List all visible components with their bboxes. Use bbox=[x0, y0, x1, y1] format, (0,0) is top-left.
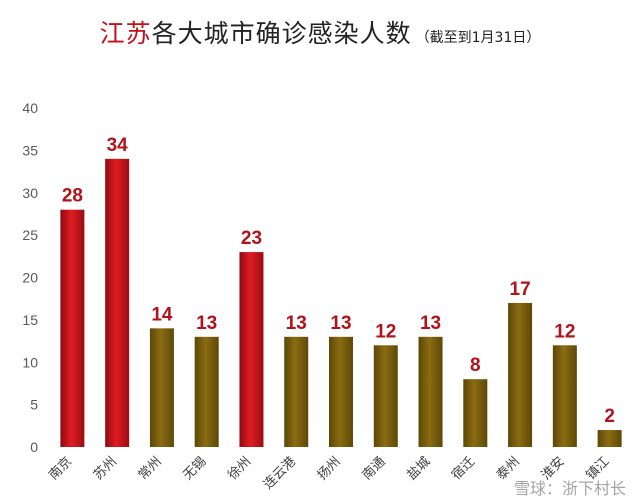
y-tick-label: 30 bbox=[22, 185, 38, 201]
title-main: 各大城市确诊感染人数 bbox=[151, 19, 412, 48]
data-label: 2 bbox=[604, 406, 615, 427]
y-tick-label: 5 bbox=[30, 397, 38, 413]
x-tick-label: 宿迁 bbox=[448, 454, 478, 484]
x-tick-label: 扬州 bbox=[315, 454, 344, 483]
bar bbox=[552, 345, 577, 447]
bars-group bbox=[60, 158, 622, 447]
x-tick-label: 盐城 bbox=[404, 454, 433, 483]
data-label: 14 bbox=[151, 304, 173, 325]
y-tick-label: 25 bbox=[22, 227, 38, 243]
y-tick-label: 40 bbox=[22, 100, 38, 116]
x-tick-label: 南通 bbox=[359, 454, 389, 484]
data-label: 13 bbox=[330, 313, 351, 334]
x-tick-label: 南京 bbox=[46, 454, 76, 484]
bar bbox=[418, 336, 443, 447]
title-subtitle: （截至到1月31日） bbox=[415, 30, 541, 46]
y-tick-label: 20 bbox=[22, 270, 38, 286]
data-label: 8 bbox=[470, 355, 481, 376]
data-label: 23 bbox=[241, 228, 262, 249]
data-label: 28 bbox=[62, 186, 83, 207]
bar bbox=[239, 252, 264, 447]
x-tick-label: 常州 bbox=[136, 454, 165, 483]
bar bbox=[194, 336, 219, 447]
data-label: 13 bbox=[420, 313, 441, 334]
value-labels: 28 34 14 13 23 13 13 12 13 8 17 12 2 bbox=[62, 135, 615, 427]
y-tick-label: 15 bbox=[22, 312, 38, 328]
bar bbox=[60, 209, 85, 447]
data-label: 34 bbox=[107, 135, 129, 156]
x-tick-label: 连云港 bbox=[260, 454, 299, 493]
bar bbox=[284, 336, 309, 447]
bar bbox=[149, 328, 174, 447]
bar bbox=[597, 430, 622, 447]
data-label: 12 bbox=[554, 321, 575, 342]
x-tick-label: 苏州 bbox=[90, 454, 120, 484]
bar bbox=[508, 302, 533, 447]
watermark: 雪球：浙下村长 bbox=[513, 479, 626, 498]
bar bbox=[463, 379, 488, 447]
data-label: 12 bbox=[375, 321, 396, 342]
bar bbox=[105, 158, 130, 447]
y-tick-label: 0 bbox=[30, 439, 38, 455]
bar bbox=[329, 336, 353, 447]
y-tick-label: 10 bbox=[22, 354, 38, 370]
chart-title: 江苏各大城市确诊感染人数 （截至到1月31日） bbox=[0, 14, 640, 50]
data-label: 13 bbox=[196, 313, 217, 334]
bar bbox=[373, 345, 398, 447]
data-label: 13 bbox=[286, 313, 307, 334]
x-tick-label: 徐州 bbox=[225, 454, 254, 483]
x-tick-label: 无锡 bbox=[181, 454, 210, 483]
data-label: 17 bbox=[510, 279, 531, 300]
title-prefix: 江苏 bbox=[99, 19, 152, 48]
y-axis: 0 5 10 15 20 25 30 35 40 bbox=[22, 100, 38, 455]
y-tick-label: 35 bbox=[22, 142, 38, 158]
